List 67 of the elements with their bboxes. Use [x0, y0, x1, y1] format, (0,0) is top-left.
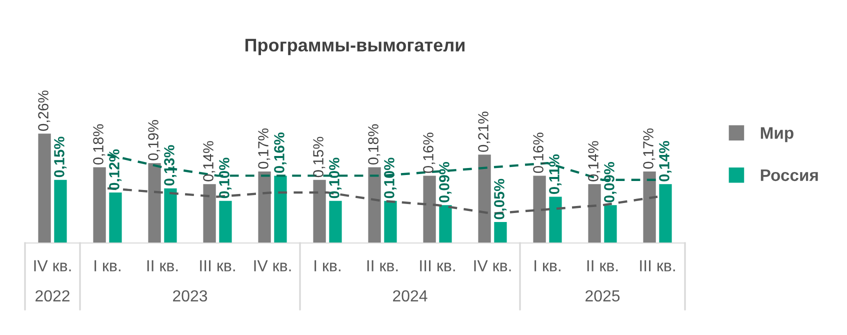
chart-title: Программы-вымогатели: [245, 38, 464, 56]
x-tick-label: IV кв.: [254, 260, 291, 272]
data-label: 0,11%: [549, 154, 562, 194]
bar: [549, 196, 562, 243]
data-label: 0,10%: [219, 158, 232, 198]
data-label: 0,14%: [659, 140, 672, 182]
data-label: 0,05%: [494, 178, 507, 220]
bar: [93, 167, 106, 243]
bar: [423, 176, 436, 243]
text: 2025: [586, 290, 620, 302]
data-label: 0,18%: [368, 124, 380, 165]
x-tick-label: III кв.: [640, 260, 675, 272]
data-label: 0,10%: [384, 158, 397, 198]
bar: [659, 184, 672, 243]
bar: [588, 184, 601, 243]
data-label: 0,15%: [313, 136, 326, 178]
data-label: 0,26%: [38, 90, 50, 131]
bar: [274, 176, 287, 243]
bar: [329, 200, 342, 243]
bar: [533, 176, 546, 243]
bar: [368, 167, 381, 243]
x-tick-label: III кв.: [420, 260, 455, 272]
bar: [164, 188, 177, 243]
bar: [439, 205, 452, 243]
bar: [258, 171, 271, 243]
x-tick-label: II кв.: [367, 260, 398, 272]
data-label: 0,16%: [274, 132, 287, 173]
data-label: 0,21%: [478, 112, 490, 152]
data-label: 0,09%: [439, 162, 452, 202]
bar: [109, 192, 122, 243]
x-tick-label: II кв.: [587, 260, 618, 272]
data-label: 0,16%: [533, 132, 546, 173]
bar: [313, 180, 326, 243]
data-label: 0,15%: [54, 136, 67, 178]
bar: [148, 163, 161, 243]
x-tick-label: I кв.: [94, 260, 120, 272]
x-tick-label: II кв.: [147, 260, 178, 272]
data-label: 0,14%: [588, 141, 600, 182]
data-label: 0,09%: [604, 162, 617, 202]
bar: [643, 171, 656, 243]
bar: [203, 184, 216, 243]
bar: [494, 222, 507, 243]
bar: [54, 180, 67, 243]
bar: [604, 205, 617, 243]
data-label: 0,13%: [164, 145, 177, 186]
bar: [478, 154, 491, 243]
x-tick-label: I кв.: [534, 260, 560, 272]
data-label: 0,18%: [93, 124, 106, 165]
data-label: 0,17%: [258, 128, 270, 169]
text: 2024: [393, 290, 428, 302]
data-label: 0,19%: [148, 120, 160, 160]
x-tick-label: IV кв.: [474, 260, 511, 272]
data-label: 0,12%: [109, 149, 122, 190]
x-tick-label: I кв.: [314, 260, 340, 272]
bar: [219, 200, 232, 243]
data-label: 0,17%: [643, 128, 656, 169]
x-tick-label: IV кв.: [34, 260, 71, 272]
data-label: 0,14%: [203, 141, 216, 182]
legend-label: Мир: [760, 127, 794, 142]
bar: [384, 200, 397, 243]
x-tick-label: III кв.: [200, 260, 235, 272]
data-label: 0,10%: [329, 158, 342, 198]
bar: [38, 134, 51, 243]
data-label: 0,16%: [423, 132, 436, 173]
text: 2022: [36, 290, 70, 302]
text: 2023: [173, 290, 208, 302]
legend-label: Россия: [760, 169, 818, 182]
